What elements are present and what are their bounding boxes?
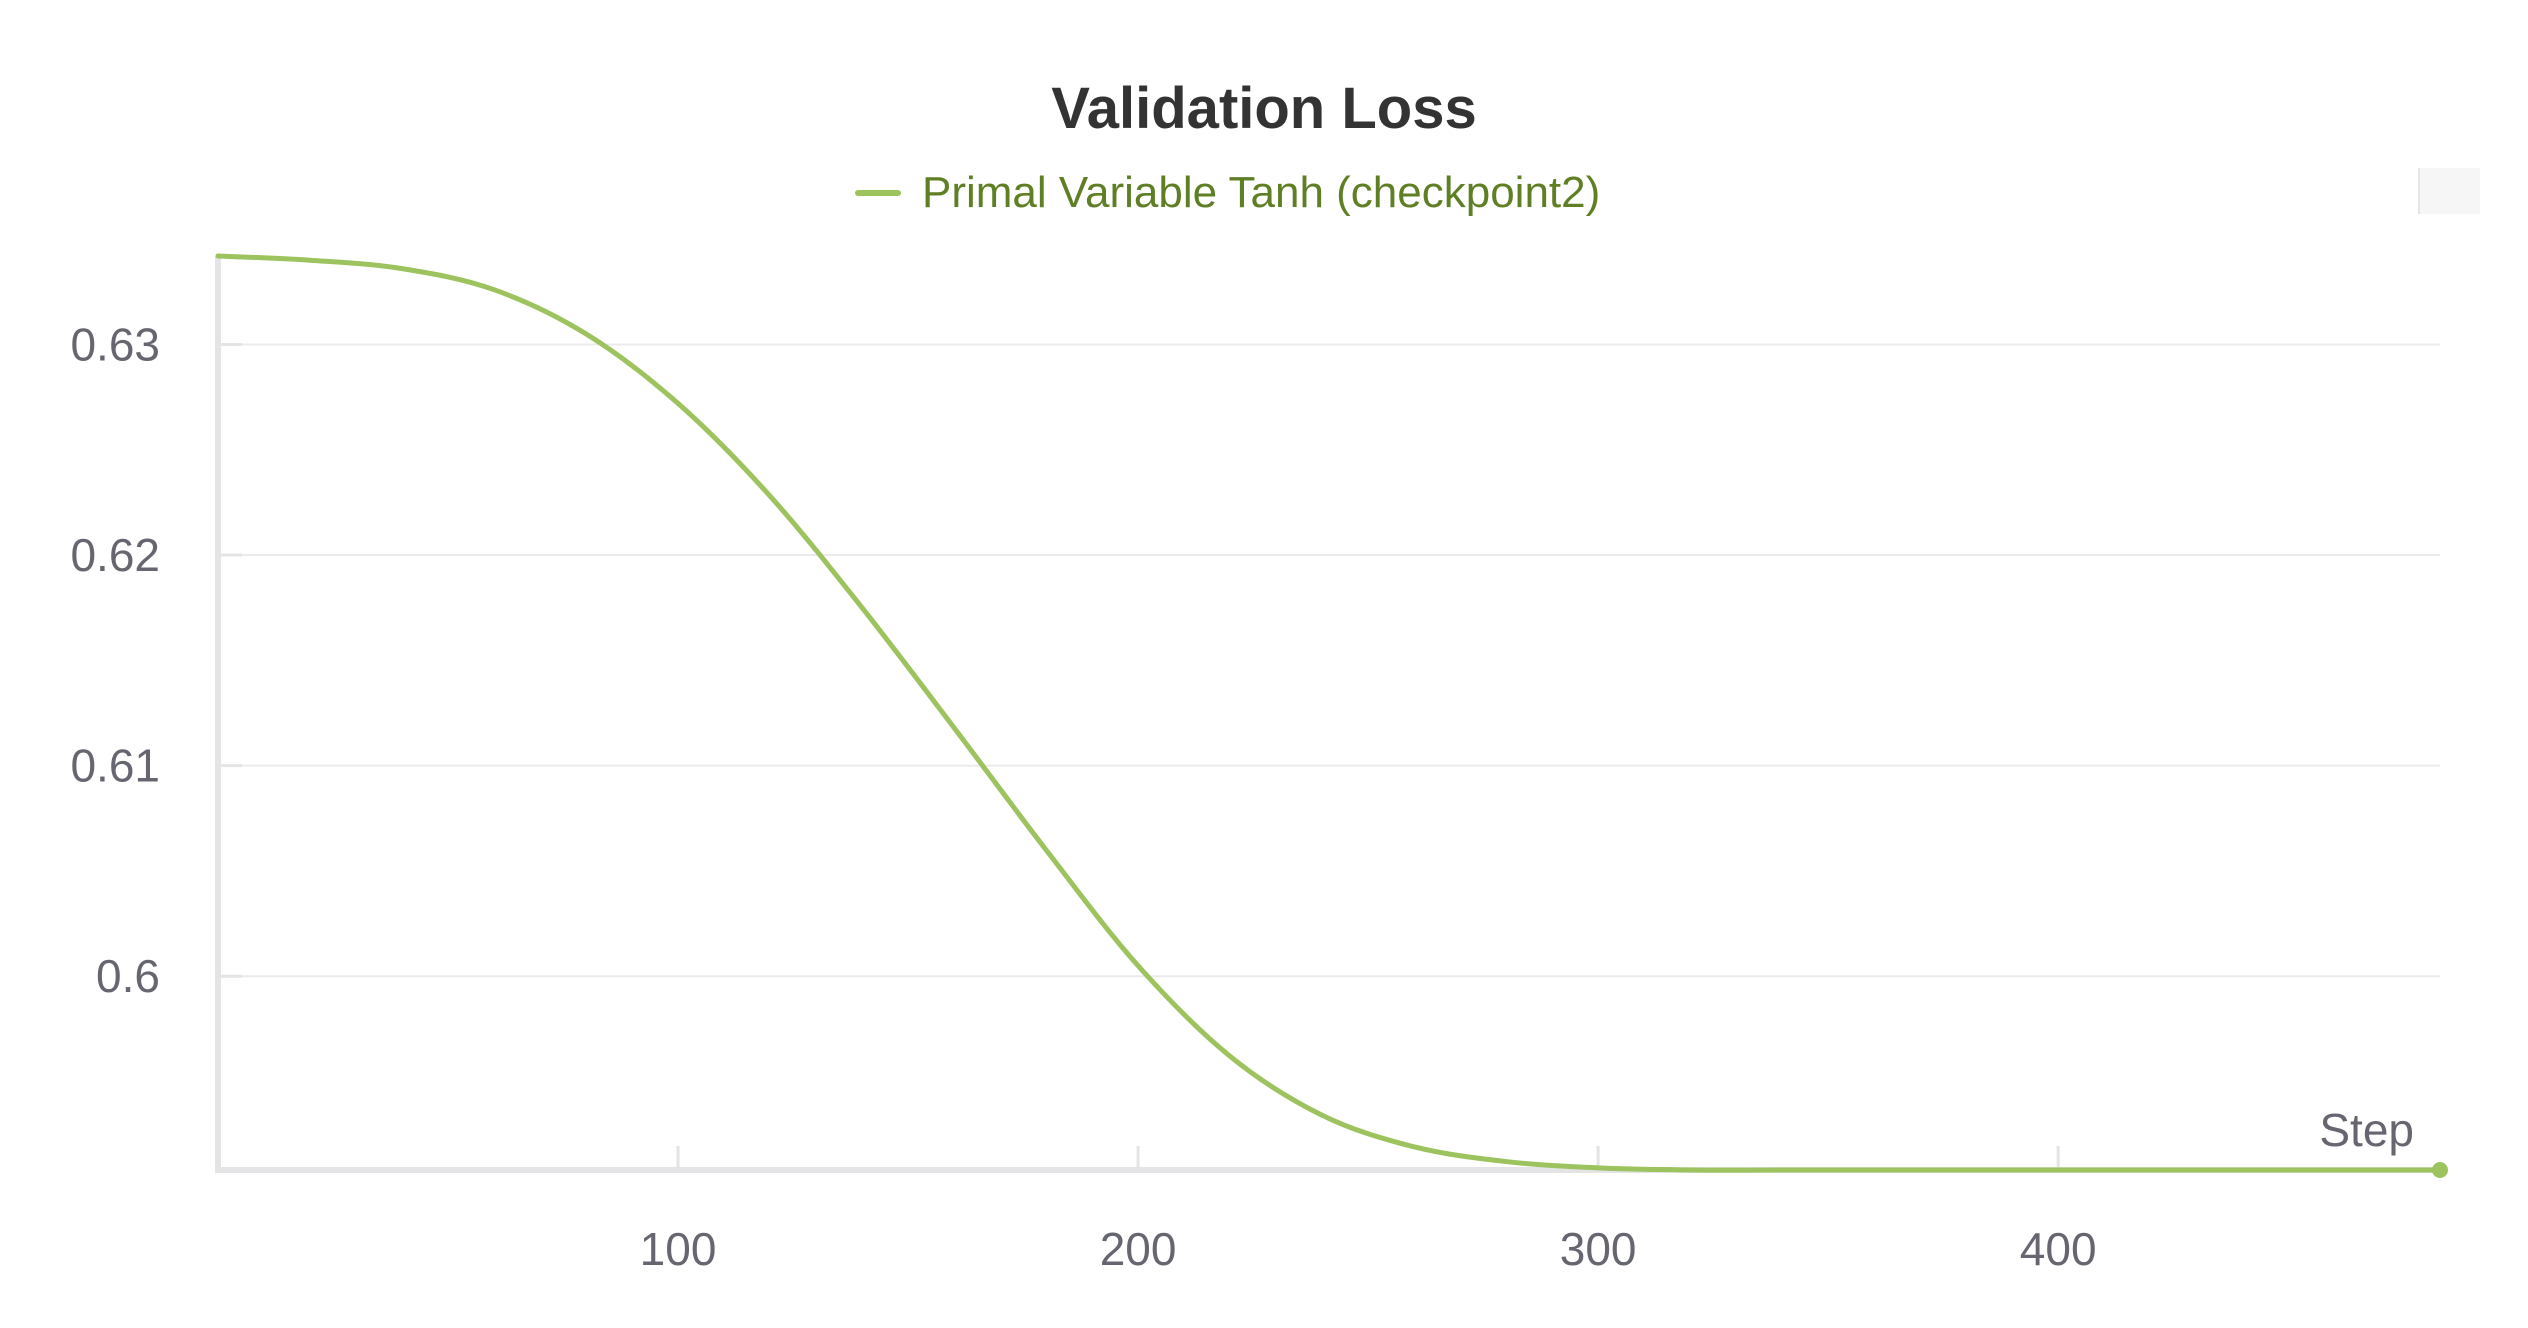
- x-tick-label: 200: [1100, 1223, 1177, 1275]
- x-axis-title: Step: [2319, 1104, 2414, 1156]
- grid-lines: [218, 343, 2440, 978]
- series-end-point: [2432, 1162, 2448, 1178]
- legend-label-primal-variable-tanh[interactable]: Primal Variable Tanh (checkpoint2): [922, 168, 1600, 217]
- x-tick-label: 300: [1560, 1223, 1637, 1275]
- x-axis-ticks: 100 200 300 400: [640, 1146, 2097, 1275]
- y-tick-label: 0.63: [70, 318, 160, 370]
- series-line-primal-variable-tanh: [215, 253, 2443, 1173]
- chart-corner-control[interactable]: [2418, 168, 2480, 214]
- y-tick-label: 0.62: [70, 529, 160, 581]
- chart-title: Validation Loss: [1051, 76, 1476, 141]
- series-lines: [215, 253, 2448, 1178]
- x-tick-label: 100: [640, 1223, 717, 1275]
- x-tick-label: 400: [2020, 1223, 2097, 1275]
- y-tick-label: 0.6: [96, 950, 160, 1002]
- legend[interactable]: Primal Variable Tanh (checkpoint2): [855, 168, 1600, 217]
- y-axis-ticks: 0.6 0.61 0.62 0.63: [70, 318, 242, 1002]
- y-tick-label: 0.61: [70, 740, 160, 792]
